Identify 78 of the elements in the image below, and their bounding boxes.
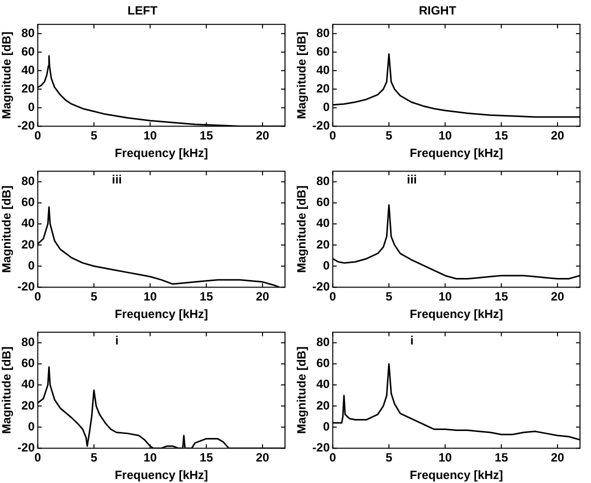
- x-tick-label: 15: [494, 290, 508, 304]
- x-tick-label: 10: [143, 290, 158, 304]
- x-tick-label: 5: [386, 128, 393, 143]
- y-tick-label: 40: [21, 377, 36, 392]
- y-axis-title: Magnitude [dB]: [0, 186, 14, 273]
- x-tick-label: 15: [200, 290, 214, 304]
- x-tick-label: 15: [200, 128, 214, 143]
- y-tick-label: 20: [21, 237, 36, 252]
- x-tick-label: 5: [90, 290, 98, 304]
- y-tick-label: 80: [316, 174, 330, 188]
- y-axis-title: Magnitude [dB]: [0, 32, 14, 119]
- y-tick-label: 40: [21, 216, 36, 230]
- x-tick-label: 20: [256, 128, 270, 143]
- y-tick-label: -20: [17, 118, 36, 133]
- y-tick-label: 80: [316, 26, 330, 40]
- y-tick-label: 40: [316, 62, 330, 77]
- y-axis-title: Magnitude [dB]: [0, 346, 14, 434]
- y-tick-label: 0: [28, 100, 36, 114]
- y-tick-label: 0: [28, 419, 36, 434]
- x-tick-label: 5: [90, 450, 98, 465]
- x-tick-label: 20: [550, 128, 565, 143]
- y-tick-label: -20: [312, 440, 330, 455]
- y-tick-label: 80: [21, 335, 36, 350]
- y-tick-label: 20: [316, 398, 330, 412]
- y-tick-label: 20: [316, 81, 330, 96]
- x-tick-label: 10: [438, 128, 452, 143]
- y-tick-label: 0: [323, 419, 330, 434]
- x-axis-title: Frequency [kHz]: [410, 468, 504, 482]
- x-tick-label: 20: [256, 290, 270, 304]
- y-axis-title: Magnitude [dB]: [294, 186, 309, 273]
- y-tick-label: 60: [21, 356, 36, 370]
- y-tick-label: -20: [17, 440, 36, 455]
- x-tick-label: 10: [143, 450, 158, 465]
- y-tick-label: 0: [323, 100, 330, 114]
- y-tick-label: 60: [21, 195, 36, 210]
- y-tick-label: 20: [21, 81, 36, 96]
- x-tick-label: 10: [143, 128, 158, 143]
- y-tick-label: 20: [316, 237, 330, 252]
- y-tick-label: 60: [316, 44, 330, 58]
- y-tick-label: 80: [21, 174, 36, 188]
- y-axis-title: Magnitude [dB]: [294, 346, 309, 434]
- y-tick-label: 60: [316, 195, 330, 210]
- annotation: i: [115, 334, 119, 348]
- y-tick-label: 80: [316, 335, 330, 350]
- x-tick-label: 20: [550, 450, 565, 465]
- y-tick-label: 80: [21, 26, 36, 40]
- y-tick-label: 40: [21, 62, 36, 77]
- y-axis-title: Magnitude [dB]: [294, 32, 309, 119]
- x-tick-label: 5: [386, 450, 393, 465]
- y-tick-label: -20: [312, 280, 330, 294]
- y-tick-label: 40: [316, 216, 330, 230]
- y-tick-label: -20: [17, 280, 36, 294]
- x-tick-label: 20: [256, 450, 270, 465]
- y-tick-label: 60: [316, 356, 330, 370]
- x-tick-label: 5: [90, 128, 98, 143]
- x-axis-title: Frequency [kHz]: [410, 307, 504, 322]
- y-tick-label: 40: [316, 377, 330, 392]
- x-tick-label: 10: [438, 450, 452, 465]
- x-axis-title: Frequency [kHz]: [114, 468, 208, 482]
- x-axis-title: Frequency [kHz]: [114, 307, 208, 322]
- y-tick-label: 0: [323, 258, 330, 272]
- y-tick-label: 60: [21, 44, 36, 58]
- chart-title: LEFT: [128, 4, 158, 18]
- x-tick-label: 15: [200, 450, 214, 465]
- x-axis-title: Frequency [kHz]: [114, 146, 208, 160]
- x-tick-label: 15: [494, 450, 508, 465]
- x-axis-title: Frequency [kHz]: [410, 146, 504, 160]
- x-tick-label: 5: [386, 290, 393, 304]
- y-tick-label: 0: [28, 258, 36, 272]
- annotation: i: [410, 334, 414, 348]
- chart-title: RIGHT: [418, 4, 457, 18]
- y-tick-label: 20: [21, 398, 36, 412]
- y-tick-label: -20: [312, 118, 330, 133]
- x-tick-label: 20: [550, 290, 565, 304]
- annotation: iii: [406, 172, 417, 187]
- annotation: iii: [112, 172, 122, 187]
- x-tick-label: 10: [438, 290, 452, 304]
- x-tick-label: 15: [494, 128, 508, 143]
